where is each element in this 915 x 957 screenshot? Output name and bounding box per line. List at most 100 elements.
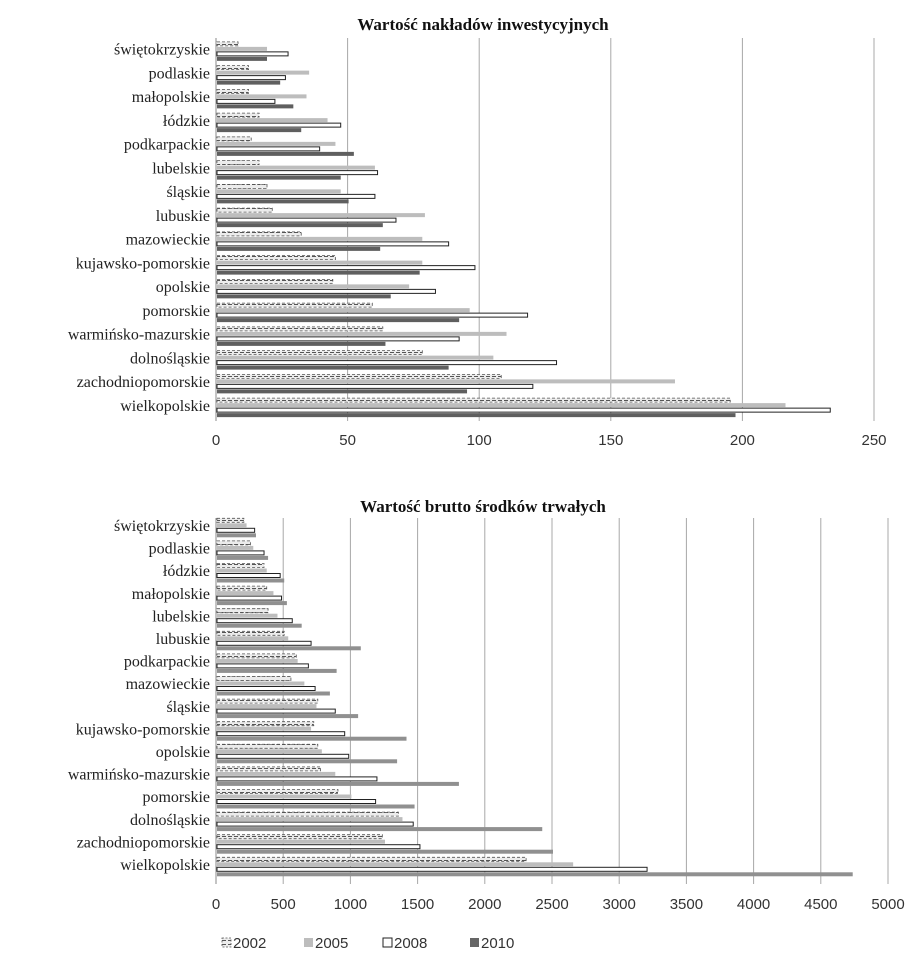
bar-2010-2	[217, 578, 285, 583]
bar-2010-13	[217, 365, 449, 370]
bar-2002-3	[216, 112, 260, 118]
bar-2008-6	[216, 193, 376, 199]
bar-2005-6	[217, 658, 298, 663]
x-tick-label: 3500	[670, 896, 703, 913]
category-label: lubuskie	[156, 208, 210, 225]
x-tick-label: 3000	[603, 896, 636, 913]
x-tick-label: 4500	[804, 896, 837, 913]
bar-2010-15	[217, 872, 853, 877]
category-label: warmińsko-mazurskie	[68, 327, 210, 344]
category-label: lubelskie	[152, 160, 210, 177]
legend-label-2008: 2008	[394, 935, 427, 952]
bar-2002-11	[216, 302, 373, 308]
category-label: lubuskie	[156, 631, 210, 648]
bar-2010-2	[217, 104, 294, 109]
bar-2005-15	[217, 403, 786, 408]
category-label: zachodniopomorskie	[77, 834, 210, 851]
category-label: dolnośląskie	[130, 350, 210, 367]
bar-2010-5	[217, 175, 341, 180]
category-label: pomorskie	[142, 789, 210, 806]
bar-2010-11	[217, 318, 460, 323]
category-label: kujawsko-pomorskie	[76, 255, 210, 272]
legend-swatch-2002	[221, 937, 232, 948]
bar-2008-12	[216, 336, 460, 342]
chart-2-category-labels: świętokrzyskie podlaskie łódzkie małopolski…	[68, 518, 210, 874]
bar-2008-14	[216, 844, 421, 850]
bar-2008-13	[216, 360, 558, 366]
x-tick-label: 5000	[871, 896, 904, 913]
bar-2005-9	[217, 260, 423, 265]
x-tick-label: 0	[212, 432, 220, 449]
category-label: dolnośląskie	[130, 812, 210, 829]
bar-2008-12	[216, 799, 377, 804]
category-label: lubelskie	[152, 608, 210, 625]
bar-2002-0	[216, 41, 239, 47]
bar-2002-13	[216, 350, 423, 356]
bar-2010-0	[217, 56, 268, 61]
bar-2005-4	[217, 613, 278, 618]
x-tick-label: 0	[212, 896, 220, 913]
bar-2008-2	[216, 573, 281, 578]
chart-1-grid	[215, 38, 875, 421]
chart-1-bars	[216, 41, 831, 418]
bar-2008-10	[216, 753, 350, 759]
bar-2005-7	[217, 213, 425, 218]
x-tick-label: 2000	[468, 896, 501, 913]
bar-2005-12	[217, 331, 507, 336]
bar-2010-1	[217, 555, 269, 560]
category-label: łódzkie	[163, 113, 210, 130]
bar-2010-1	[217, 80, 281, 85]
bar-2005-13	[217, 355, 494, 360]
bar-2008-13	[216, 821, 414, 827]
bar-2005-1	[217, 70, 310, 75]
bar-2010-8	[217, 246, 381, 251]
bar-2008-6	[216, 663, 309, 669]
bar-2008-9	[216, 265, 476, 271]
bar-2005-11	[217, 308, 470, 313]
bar-2005-1	[217, 545, 254, 550]
bar-2010-12	[217, 804, 415, 809]
bar-2005-8	[217, 704, 317, 709]
bar-2008-15	[216, 407, 831, 413]
bar-2010-0	[217, 533, 256, 538]
bar-2008-4	[216, 146, 321, 152]
category-label: warmińsko-mazurskie	[68, 767, 210, 784]
chart-2-grid	[215, 518, 889, 884]
bar-2002-4	[216, 136, 252, 142]
category-label: mazowieckie	[126, 676, 210, 693]
bar-2002-9	[216, 721, 315, 727]
x-tick-label: 50	[339, 432, 356, 449]
bar-2010-9	[217, 736, 407, 741]
chart-2-tick-labels: 0 500 1000 1500 2000 2500 3000 3500 4000 4500 5000	[212, 896, 905, 913]
bar-2010-6	[217, 199, 349, 204]
bar-2008-3	[216, 122, 342, 128]
legend-swatch-2008	[382, 937, 393, 948]
x-tick-label: 2500	[535, 896, 568, 913]
bar-2008-8	[216, 241, 450, 247]
legend-label-2005: 2005	[315, 935, 348, 952]
bar-2002-7	[216, 676, 292, 681]
bar-2002-9	[216, 255, 336, 261]
category-label: kujawsko-pomorskie	[76, 721, 210, 738]
category-label: pomorskie	[142, 303, 210, 320]
x-tick-label: 150	[598, 432, 623, 449]
chart-1-category-labels: świętokrzyskie podlaskie małopolskie łódzki…	[68, 42, 210, 415]
bar-2008-7	[216, 686, 316, 691]
bar-2002-14	[216, 834, 383, 840]
bar-2002-0	[216, 517, 245, 523]
bar-2002-13	[216, 811, 399, 817]
bar-2002-2	[216, 563, 265, 568]
bar-2002-7	[216, 207, 273, 213]
bar-2005-14	[217, 839, 385, 844]
bar-2005-0	[217, 46, 268, 51]
bar-2005-5	[217, 165, 375, 170]
bar-2002-1	[216, 540, 251, 546]
bar-2008-10	[216, 288, 436, 294]
bar-2008-0	[216, 527, 256, 533]
bar-2010-9	[217, 270, 420, 275]
bar-2005-12	[217, 794, 352, 799]
x-tick-label: 200	[730, 432, 755, 449]
chart-investment-outlays: Wartość nakładów inwestycyjnych świętokr…	[68, 15, 887, 449]
bar-2008-15	[216, 866, 648, 872]
